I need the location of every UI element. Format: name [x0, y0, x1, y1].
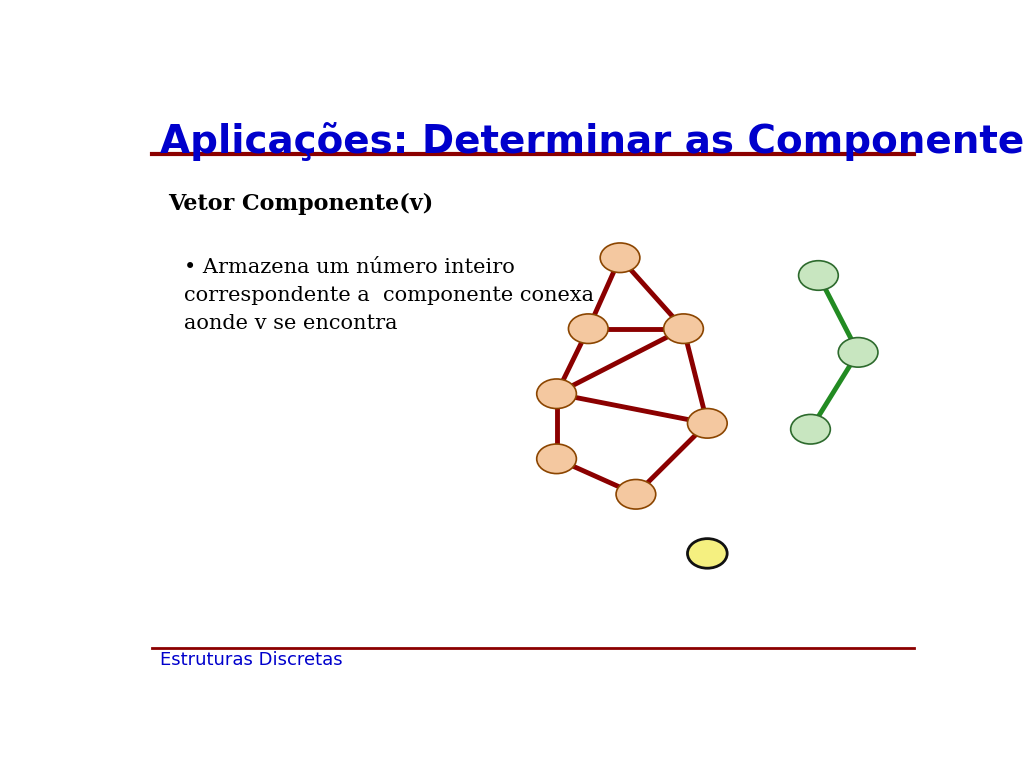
Circle shape: [664, 314, 703, 343]
Text: • Armazena um número inteiro
correspondente a  componente conexa
aonde v se enco: • Armazena um número inteiro corresponde…: [183, 258, 594, 333]
Circle shape: [616, 479, 655, 509]
Circle shape: [799, 260, 839, 290]
Circle shape: [687, 538, 727, 568]
Circle shape: [537, 379, 577, 409]
Circle shape: [791, 415, 830, 444]
Text: Estruturas Discretas: Estruturas Discretas: [160, 651, 342, 669]
Circle shape: [568, 314, 608, 343]
Text: Vetor Componente(v): Vetor Componente(v): [168, 193, 433, 215]
Circle shape: [600, 243, 640, 273]
Circle shape: [537, 444, 577, 474]
Circle shape: [839, 338, 878, 367]
Circle shape: [687, 409, 727, 438]
Text: Aplicações: Determinar as Componentes Conexas: Aplicações: Determinar as Componentes Co…: [160, 121, 1024, 161]
